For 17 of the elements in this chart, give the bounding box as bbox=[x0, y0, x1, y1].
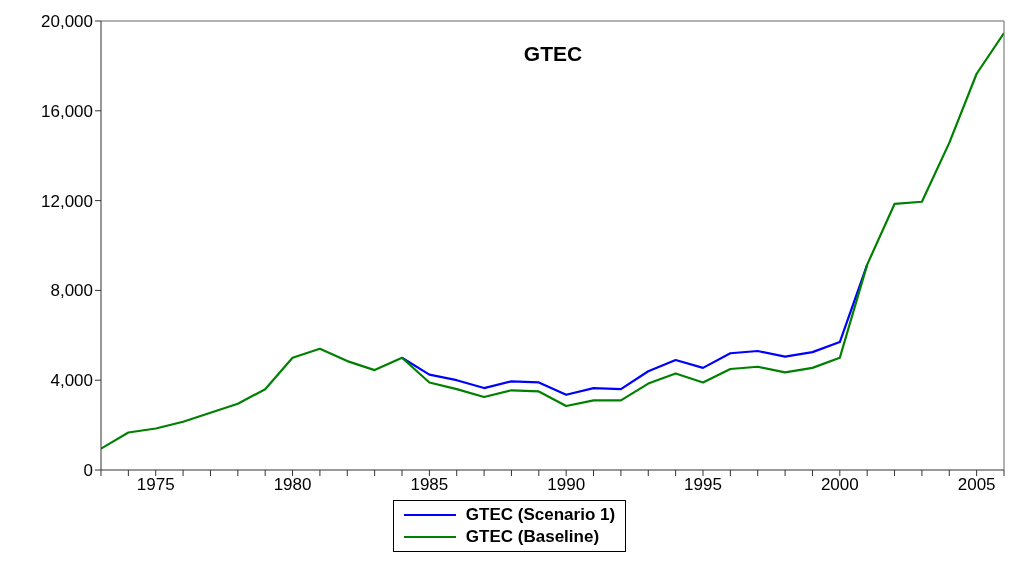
line-series bbox=[101, 32, 1004, 450]
y-tick-label: 8,000 bbox=[50, 281, 93, 301]
x-tick-label: 1995 bbox=[684, 475, 722, 495]
x-tick-label: 2000 bbox=[820, 475, 859, 495]
x-tick-label: 1985 bbox=[410, 475, 449, 495]
y-tick-label: 20,000 bbox=[41, 12, 93, 32]
x-tick-label: 1980 bbox=[273, 475, 312, 495]
y-tick-label: 4,000 bbox=[50, 371, 93, 391]
y-tick-label: 0 bbox=[83, 461, 93, 481]
y-tick-label: 16,000 bbox=[41, 101, 93, 121]
x-tick-label: 2005 bbox=[957, 475, 996, 495]
legend-label: GTEC (Scenario 1) bbox=[465, 504, 616, 526]
text: GTEC bbox=[522, 42, 584, 66]
legend-label: GTEC (Baseline) bbox=[465, 526, 600, 548]
y-tick-label: 12,000 bbox=[41, 191, 93, 211]
x-tick-label: 1990 bbox=[547, 475, 586, 495]
x-tick-label: 1975 bbox=[136, 475, 175, 495]
